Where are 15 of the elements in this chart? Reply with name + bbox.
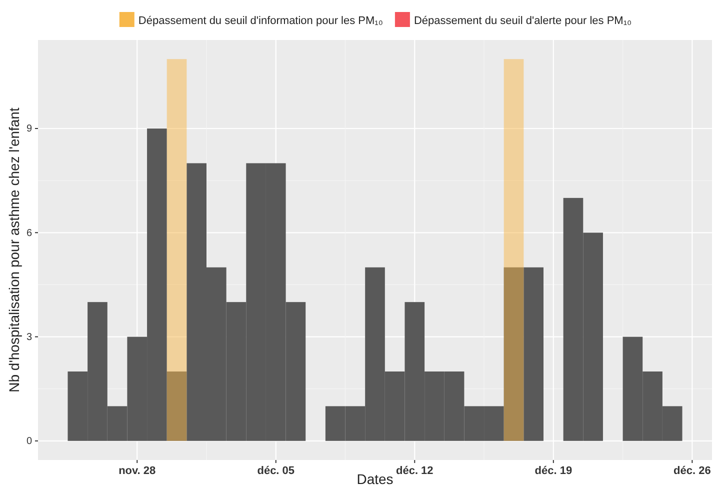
x-tick-label: déc. 26 <box>674 464 711 477</box>
y-axis-title: Nb d'hospitalisation pour asthme chez l'enfant <box>6 108 22 392</box>
y-tick-label: 6 <box>26 228 32 239</box>
legend-label: Dépassement du seuil d'alerte pour les PM₁₀ <box>414 15 632 27</box>
y-tick-label: 0 <box>26 436 32 448</box>
x-tick-label: déc. 19 <box>534 464 572 477</box>
x-tick-label: déc. 12 <box>396 464 434 477</box>
bar <box>166 59 187 441</box>
x-tick-label: déc. 05 <box>257 464 295 477</box>
y-tick-label: 9 <box>26 124 32 135</box>
legend-label: Dépassement du seuil d'information pour les PM₁₀ <box>138 15 383 27</box>
x-tick-label: nov. 28 <box>118 464 156 477</box>
y-tick-label: 3 <box>26 332 32 343</box>
bar <box>504 59 524 441</box>
x-axis-title: Dates <box>356 471 394 487</box>
